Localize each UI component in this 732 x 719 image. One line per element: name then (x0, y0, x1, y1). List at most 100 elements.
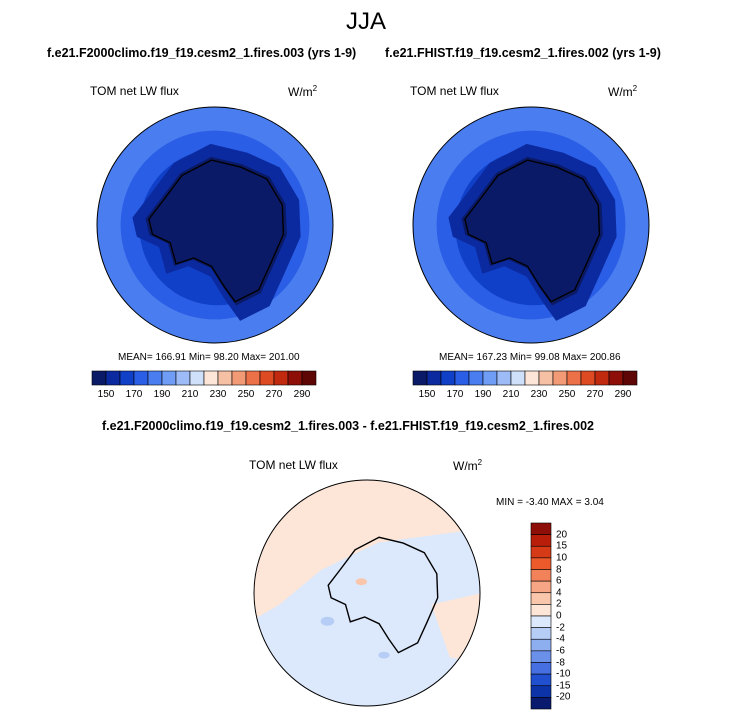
coastline (327, 536, 439, 654)
colorbar-swatch (530, 685, 552, 698)
colorbar-tick-label: 210 (181, 389, 199, 400)
colorbar-swatch (552, 370, 568, 386)
map-border (96, 106, 334, 344)
panel1-colorbar (91, 370, 317, 386)
diff-units-label: W/m2 (453, 458, 483, 473)
colorbar-tick-label: -2 (556, 622, 565, 634)
colorbar-tick-label: 230 (530, 389, 548, 400)
colorbar-tick-label: 270 (265, 389, 283, 400)
colorbar-swatch (105, 370, 121, 386)
panel2-polar-map (412, 106, 650, 344)
colorbar-swatch (530, 592, 552, 605)
colorbar-swatch (566, 370, 582, 386)
colorbar-swatch (622, 370, 638, 386)
colorbar-swatch (203, 370, 219, 386)
diff-polar-map (253, 479, 481, 707)
colorbar-swatch (468, 370, 484, 386)
colorbar-tick-label: 210 (502, 389, 520, 400)
colorbar-swatch (594, 370, 610, 386)
colorbar-swatch (530, 627, 552, 640)
colorbar-swatch (301, 370, 317, 386)
colorbar-tick-label: 290 (293, 389, 311, 400)
coastline (148, 159, 285, 303)
diff-title: f.e21.F2000climo.f19_f19.cesm2_1.fires.0… (102, 419, 594, 433)
colorbar-tick-label: -10 (556, 668, 571, 680)
colorbar-tick-label: 170 (125, 389, 143, 400)
colorbar-swatch (538, 370, 554, 386)
diff-stats: MIN = -3.40 MAX = 3.04 (496, 497, 604, 508)
colorbar-swatch (217, 370, 233, 386)
colorbar-swatch (530, 697, 552, 710)
flux-field (97, 107, 333, 343)
colorbar-swatch (510, 370, 526, 386)
colorbar-swatch (530, 569, 552, 582)
colorbar-tick-label: 190 (474, 389, 492, 400)
colorbar-tick-label: 150 (97, 389, 115, 400)
colorbar-tick-label: -8 (556, 657, 565, 668)
colorbar-swatch (530, 662, 552, 675)
colorbar-swatch (412, 370, 428, 386)
colorbar-swatch (133, 370, 149, 386)
colorbar-swatch (273, 370, 289, 386)
colorbar-swatch (287, 370, 303, 386)
map-border (412, 106, 650, 344)
panel2-units-label: W/m2 (608, 84, 638, 99)
panel1-variable-label: TOM net LW flux (90, 84, 179, 98)
colorbar-swatch (161, 370, 177, 386)
colorbar-swatch (119, 370, 135, 386)
map-border (253, 479, 481, 707)
colorbar-tick-label: 10 (556, 552, 568, 564)
colorbar-swatch (440, 370, 456, 386)
panel2-colorbar-ticks: 150 170 190 210 230 250 270 290 (413, 389, 637, 401)
panel1-polar-map (96, 106, 334, 344)
colorbar-tick-label: 20 (556, 529, 568, 541)
patch-pos2 (355, 578, 367, 586)
colorbar-tick-label: 4 (556, 587, 562, 599)
panel2-stats: MEAN= 167.23 Min= 99.08 Max= 200.86 (439, 352, 621, 363)
colorbar-tick-label: 270 (586, 389, 604, 400)
colorbar-tick-label: -20 (556, 691, 571, 703)
panel2-title: f.e21.FHIST.f19_f19.cesm2_1.fires.002 (y… (385, 46, 661, 60)
colorbar-swatch (530, 638, 552, 652)
colorbar-swatch (530, 545, 552, 559)
band-150 (461, 156, 603, 306)
colorbar-swatch (530, 615, 552, 628)
colorbar-tick-label: 2 (556, 598, 562, 610)
diff-colorbar (530, 522, 552, 710)
colorbar-swatch (454, 370, 470, 386)
colorbar-swatch (496, 370, 512, 386)
panel2-variable-label: TOM net LW flux (410, 84, 499, 98)
colorbar-swatch (580, 370, 596, 386)
colorbar-swatch (482, 370, 498, 386)
colorbar-tick-label: 190 (153, 389, 171, 400)
flux-field (413, 107, 649, 343)
colorbar-tick-label: 230 (209, 389, 227, 400)
colorbar-tick-label: 290 (614, 389, 632, 400)
diff-colorbar-ticks: 20 15 10 8 6 4 2 0 -2 -4 -6 -8 -10 -15 -20 (556, 523, 586, 709)
colorbar-tick-label: 0 (556, 610, 562, 622)
colorbar-swatch (530, 604, 552, 617)
panel1-units-label: W/m2 (288, 84, 318, 99)
colorbar-tick-label: 150 (418, 389, 436, 400)
colorbar-swatch (175, 370, 191, 386)
colorbar-swatch (608, 370, 624, 386)
coastline (464, 159, 601, 303)
colorbar-swatch (530, 522, 552, 535)
colorbar-swatch (259, 370, 275, 386)
diff-variable-label: TOM net LW flux (249, 458, 338, 472)
patch-neg4 (378, 651, 390, 659)
colorbar-swatch (530, 557, 552, 570)
colorbar-swatch (530, 580, 552, 594)
colorbar-swatch (231, 370, 247, 386)
difference-field (254, 480, 480, 706)
patch-neg4 (320, 616, 335, 626)
colorbar-tick-label: 250 (237, 389, 255, 400)
colorbar-swatch (524, 370, 540, 386)
colorbar-swatch (245, 370, 261, 386)
band-150 (145, 156, 287, 306)
panel2-colorbar (412, 370, 638, 386)
colorbar-swatch (530, 534, 552, 547)
colorbar-swatch (426, 370, 442, 386)
season-title: JJA (345, 8, 386, 35)
colorbar-tick-label: 15 (556, 540, 568, 552)
